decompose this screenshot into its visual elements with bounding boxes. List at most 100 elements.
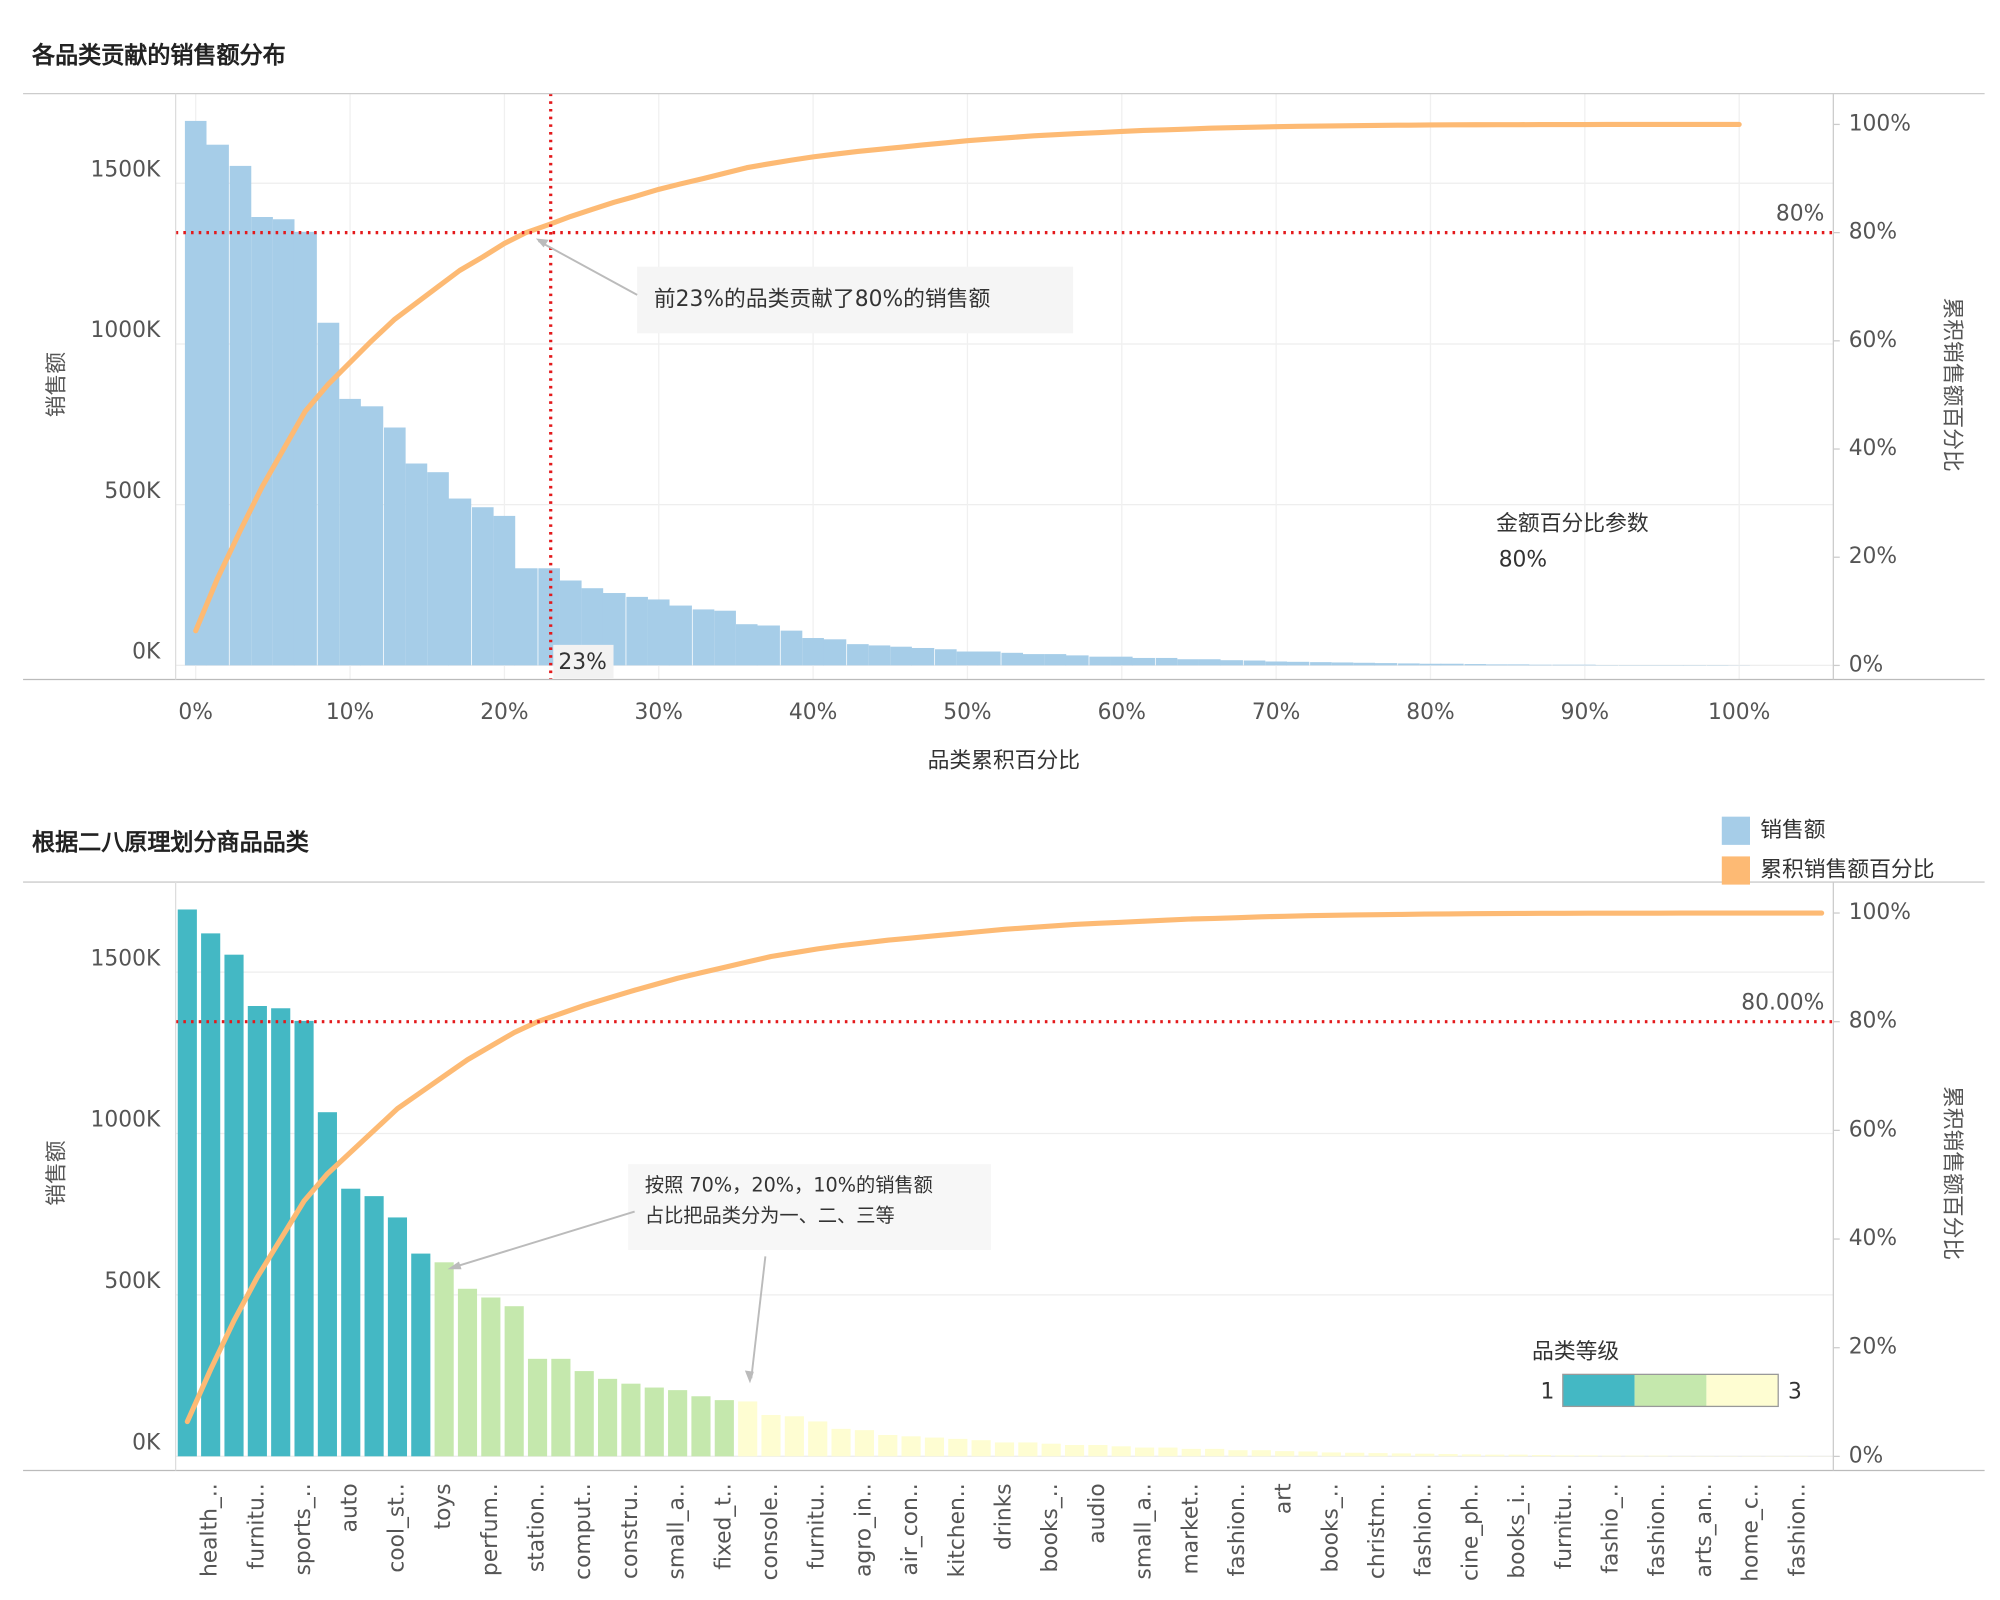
- bar: [1023, 654, 1045, 666]
- bar: [493, 515, 516, 666]
- bar: [802, 638, 824, 666]
- y2-tick-label: 80%: [1849, 1009, 1897, 1034]
- bar: [1018, 1442, 1038, 1457]
- bar: [1089, 656, 1111, 666]
- bar: [738, 1401, 758, 1457]
- x-tick-label: constru..: [618, 1483, 643, 1579]
- y-tick-label: 500K: [104, 479, 161, 504]
- bar: [1374, 663, 1398, 666]
- y-tick-label: 500K: [104, 1269, 161, 1294]
- bar: [1368, 1453, 1388, 1457]
- bar: [1552, 664, 1575, 666]
- bar: [1419, 663, 1442, 666]
- cumulative-line: [184, 910, 1825, 1425]
- bar: [1065, 655, 1089, 666]
- x-tick-label: fashio_..: [1599, 1483, 1624, 1573]
- x-tick-label: station..: [525, 1483, 550, 1572]
- bar: [1321, 1452, 1341, 1457]
- y2-tick-label: 60%: [1849, 328, 1897, 353]
- bar: [847, 644, 869, 666]
- y-tick-label: 1000K: [91, 318, 161, 343]
- y2-tick-label: 100%: [1849, 900, 1911, 925]
- x-tick-label: books_..: [1038, 1483, 1063, 1572]
- bar: [177, 909, 197, 1457]
- y2-tick-label: 20%: [1849, 544, 1897, 569]
- bar: [1578, 1455, 1598, 1457]
- x-tick-label: agro_in..: [851, 1483, 876, 1577]
- bar: [201, 933, 221, 1457]
- y-tick-label: 1000K: [91, 1108, 161, 1133]
- annotation-arrow: [750, 1256, 767, 1379]
- reference-label-box: [553, 644, 614, 679]
- bar: [1251, 1450, 1271, 1457]
- bar: [1555, 1455, 1575, 1457]
- bar: [1507, 664, 1530, 666]
- bar: [924, 1437, 945, 1457]
- annotation: 按照 70%，20%，10%的销售额: [645, 1173, 933, 1196]
- bar: [1485, 1454, 1505, 1457]
- bar: [1398, 663, 1420, 666]
- parameter-value: 80%: [1499, 547, 1547, 572]
- grade-swatch: [1562, 1374, 1635, 1407]
- bar: [1219, 660, 1243, 666]
- bar: [1345, 1452, 1365, 1457]
- bar: [735, 624, 758, 666]
- bar: [384, 427, 406, 666]
- bar: [714, 610, 736, 666]
- x-tick-label: home_c..: [1739, 1483, 1764, 1581]
- bar: [1205, 1448, 1225, 1457]
- bar: [1041, 1443, 1061, 1457]
- bar: [1131, 657, 1155, 666]
- bar: [854, 1430, 874, 1457]
- grade-min: 1: [1541, 1379, 1555, 1404]
- chart-title: 各品类贡献的销售额分布: [31, 42, 286, 69]
- x-tick-label: fixed_t..: [711, 1483, 736, 1569]
- grade-legend: [1562, 1374, 1779, 1407]
- bar: [1310, 662, 1332, 666]
- annotation-box: [628, 1164, 992, 1250]
- x-tick-label: auto: [338, 1483, 363, 1532]
- bar: [184, 120, 207, 666]
- x-tick-label: art: [1272, 1483, 1297, 1514]
- bar: [293, 231, 317, 666]
- overlay: 前23%的品类贡献了80%的销售额 金额百分比参数 80% 按照 70%，20%…: [447, 238, 1935, 1408]
- bar: [1286, 661, 1310, 666]
- x-tick-label: small_a..: [665, 1483, 690, 1579]
- bar: [341, 1188, 361, 1457]
- y-tick-label: 1500K: [91, 157, 161, 182]
- bar: [1275, 1451, 1295, 1457]
- x-tick-label: fashion..: [1412, 1483, 1437, 1576]
- x-tick-label: air_con..: [898, 1483, 923, 1575]
- bar: [317, 322, 340, 666]
- x-tick-label: health_..: [198, 1483, 223, 1577]
- annotation-arrow: [450, 1210, 635, 1269]
- bar: [1064, 1445, 1085, 1457]
- bar: [831, 1428, 851, 1457]
- annotation: 占比把品类分为一、二、三等: [645, 1204, 895, 1227]
- y-tick-label: 1500K: [91, 946, 161, 971]
- x-tick-label: kitchen..: [945, 1483, 970, 1577]
- bar: [1181, 1448, 1201, 1457]
- x-tick-label: 40%: [789, 700, 837, 725]
- parameter-title: 金额百分比参数: [1496, 511, 1649, 536]
- bar: [504, 1306, 524, 1457]
- bar: [761, 1414, 781, 1457]
- chart: 0K 500K 1000K 1500K 0% 20% 40% 60% 80% 100% 0% 10% 2…: [91, 93, 1911, 725]
- x-tick-label: furnitu..: [244, 1483, 269, 1569]
- bar: [294, 1020, 314, 1457]
- bar: [1438, 1454, 1458, 1457]
- bar: [1044, 654, 1067, 666]
- reference-label: 80%: [1776, 202, 1824, 227]
- bar: [1155, 657, 1178, 666]
- bar: [935, 649, 957, 666]
- x-tick-label: 70%: [1252, 700, 1300, 725]
- x-tick-label: 50%: [943, 700, 991, 725]
- y-axis-label: 销售额: [45, 1140, 70, 1206]
- x-tick-label: furnitu..: [1552, 1483, 1577, 1569]
- x-tick-label: sports_..: [291, 1483, 316, 1575]
- x-tick-label: toys: [431, 1483, 456, 1529]
- x-tick-label: 30%: [635, 700, 683, 725]
- bar: [387, 1217, 408, 1457]
- y-axis-label: 销售额: [45, 352, 70, 418]
